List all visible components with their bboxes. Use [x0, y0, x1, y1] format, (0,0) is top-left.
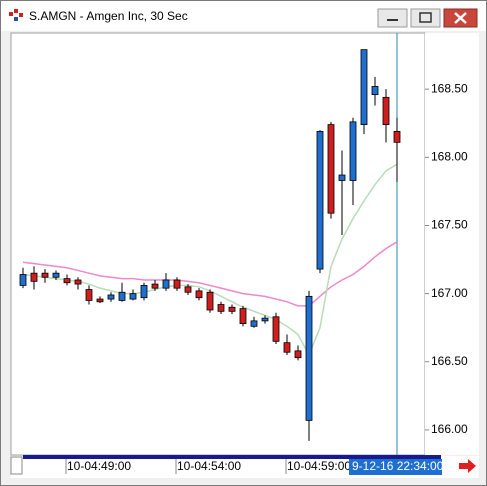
- y-tick-label: 168.50: [431, 81, 468, 95]
- candle-body: [19, 274, 27, 286]
- candle-body: [338, 174, 346, 181]
- y-tick-label: 167.50: [431, 218, 468, 232]
- candle-body: [239, 308, 247, 325]
- y-tick-label: 168.00: [431, 149, 468, 163]
- candle-body: [74, 279, 82, 285]
- x-tick-label: 10-04:59:00: [287, 459, 351, 473]
- candle-body: [393, 131, 401, 143]
- scroll-box[interactable]: [10, 456, 23, 475]
- candle-body: [162, 279, 170, 289]
- y-tick-label: 167.00: [431, 286, 468, 300]
- candle-body: [151, 283, 159, 289]
- candle-body: [228, 306, 236, 312]
- minimize-button[interactable]: [377, 8, 408, 28]
- candle-body: [96, 298, 104, 303]
- candle-body: [349, 121, 357, 181]
- candle-body: [283, 342, 291, 353]
- candle-body: [173, 279, 181, 289]
- candle-body: [184, 286, 192, 293]
- candle-body: [294, 350, 302, 359]
- scroll-right-arrow[interactable]: [459, 459, 476, 473]
- y-tick-label: 166.00: [431, 422, 468, 436]
- window-title: S.AMGN - Amgen Inc, 30 Sec: [29, 9, 188, 23]
- candle-body: [129, 293, 137, 300]
- candle-body: [327, 124, 335, 214]
- plot-area: [10, 32, 426, 456]
- candle-body: [206, 291, 214, 311]
- candle-body: [85, 289, 93, 301]
- candle-body: [360, 49, 368, 125]
- y-tick-label: 166.50: [431, 354, 468, 368]
- candle-body: [195, 290, 203, 299]
- candle-body: [52, 272, 60, 278]
- candle-body: [250, 320, 258, 327]
- candle-body: [107, 294, 115, 300]
- candle-body: [382, 96, 390, 125]
- x-tick-label: 10-04:54:00: [177, 459, 241, 473]
- close-button[interactable]: [443, 8, 478, 28]
- moving-average: [22, 241, 398, 307]
- candle-body: [305, 295, 313, 421]
- scroll-bar[interactable]: [23, 455, 441, 459]
- y-axis-area: [425, 33, 479, 455]
- cursor-label: 9-12-16 22:34:00: [352, 459, 444, 473]
- candle-body: [217, 304, 225, 312]
- maximize-button[interactable]: [410, 8, 441, 28]
- candle-body: [140, 285, 148, 299]
- x-tick-label: 10-04:49:00: [67, 459, 131, 473]
- candle-body: [63, 278, 71, 284]
- candle-body: [118, 291, 126, 301]
- app-icon: [9, 9, 23, 21]
- candle-body: [272, 316, 280, 342]
- candle-body: [371, 86, 379, 96]
- candle-body: [41, 272, 49, 278]
- candle-body: [261, 317, 269, 322]
- candle-body: [316, 131, 324, 270]
- cursor-label-bg: [349, 459, 442, 475]
- candle-body: [30, 272, 38, 282]
